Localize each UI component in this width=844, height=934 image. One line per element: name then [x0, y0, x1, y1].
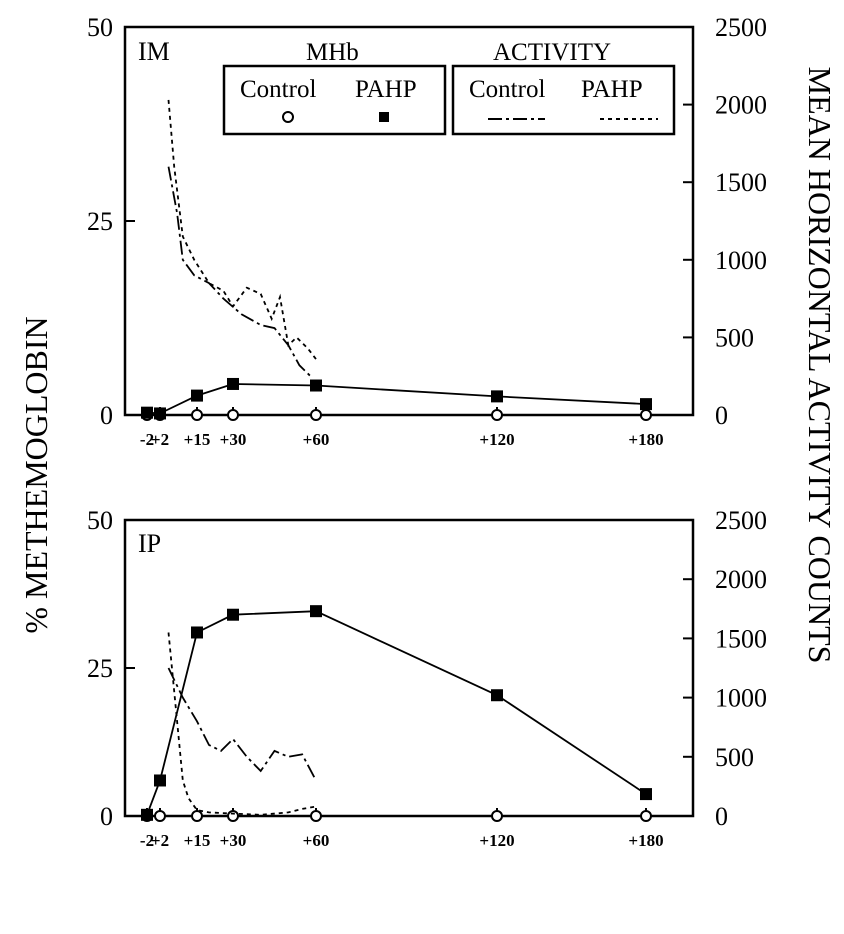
x-tick-label: +180	[628, 430, 663, 449]
x-tick-label: +60	[303, 430, 330, 449]
panel-label-ip: IP	[138, 529, 161, 558]
y-right-tick-label: 2000	[715, 91, 767, 120]
pahp-mhb-point	[227, 608, 239, 621]
y-left-tick-label: 50	[87, 506, 113, 535]
pahp-mhb-point	[491, 390, 503, 403]
control-mhb-point	[491, 409, 503, 421]
y-left-tick-label: 0	[100, 802, 113, 831]
x-tick-label: +120	[479, 831, 514, 850]
y-left-tick-label: 25	[87, 654, 113, 683]
pahp-mhb-point	[154, 407, 166, 420]
y-right-tick-label: 500	[715, 743, 754, 772]
control-mhb-point	[227, 409, 239, 421]
control-mhb-point	[640, 810, 652, 822]
pahp-mhb-point	[191, 626, 203, 639]
x-tick-label: +120	[479, 430, 514, 449]
y-right-tick-label: 0	[715, 401, 728, 430]
pahp-mhb-point	[310, 379, 322, 392]
control-mhb-point	[310, 409, 322, 421]
pahp-mhb-point	[191, 389, 203, 402]
x-tick-label: +15	[184, 831, 211, 850]
x-tick-label: +30	[220, 430, 247, 449]
y-left-tick-label: 50	[87, 13, 113, 42]
y-right-tick-label: 1500	[715, 624, 767, 653]
y-right-axis-title: MEAN HORIZONTAL ACTIVITY COUNTS	[802, 67, 838, 664]
y-right-tick-label: 1000	[715, 684, 767, 713]
y-right-tick-label: 500	[715, 323, 754, 352]
pahp-mhb-point	[154, 774, 166, 787]
y-left-axis-title: % METHEMOGLOBIN	[18, 316, 54, 633]
activity-control-line	[167, 667, 317, 781]
legend-act-control-label: Control	[469, 76, 545, 103]
panel-frame-ip	[123, 518, 695, 818]
activity-pahp-line	[167, 632, 317, 816]
x-tick-label: +60	[303, 831, 330, 850]
control-mhb-point	[491, 810, 503, 822]
pahp-mhb-point	[141, 406, 153, 419]
activity-control-line	[167, 166, 312, 377]
pahp-mhb-point	[640, 788, 652, 801]
legend-filled-square-marker	[379, 112, 389, 122]
y-right-tick-label: 1000	[715, 246, 767, 275]
legend-box-activity	[451, 64, 676, 136]
legend: MHb ACTIVITY Control PAHP Control PAHP	[222, 39, 676, 136]
pahp-mhb-point	[310, 605, 322, 618]
control-mhb-point	[640, 409, 652, 421]
mhb-pahp-line	[146, 383, 647, 415]
control-mhb-point	[154, 810, 166, 822]
y-right-tick-label: 0	[715, 802, 728, 831]
control-mhb-point	[191, 409, 203, 421]
y-right-tick-label: 2500	[715, 13, 767, 42]
y-left-tick-label: 25	[87, 207, 113, 236]
x-tick-label: +2	[151, 831, 169, 850]
legend-open-circle-marker	[282, 111, 294, 123]
x-tick-label: +2	[151, 430, 169, 449]
legend-title-activity: ACTIVITY	[493, 39, 611, 66]
legend-title-mhb: MHb	[306, 39, 359, 66]
x-tick-label: -2	[140, 430, 154, 449]
pahp-mhb-point	[141, 808, 153, 821]
legend-mhb-control-label: Control	[240, 76, 316, 103]
panel-label-im: IM	[138, 37, 170, 66]
y-right-tick-label: 2000	[715, 565, 767, 594]
y-right-tick-label: 1500	[715, 168, 767, 197]
activity-pahp-line	[167, 99, 317, 360]
y-left-tick-label: 0	[100, 401, 113, 430]
legend-box-mhb	[222, 64, 447, 136]
x-tick-label: +15	[184, 430, 211, 449]
mhb-pahp-line	[146, 610, 647, 816]
pahp-mhb-point	[491, 689, 503, 702]
x-tick-label: +180	[628, 831, 663, 850]
control-mhb-point	[227, 810, 239, 822]
legend-act-pahp-label: PAHP	[581, 76, 643, 103]
x-tick-label: -2	[140, 831, 154, 850]
pahp-mhb-point	[640, 398, 652, 411]
legend-mhb-pahp-label: PAHP	[355, 76, 417, 103]
x-tick-label: +30	[220, 831, 247, 850]
y-right-tick-label: 2500	[715, 506, 767, 535]
pahp-mhb-point	[227, 377, 239, 390]
control-mhb-point	[191, 810, 203, 822]
control-mhb-point	[310, 810, 322, 822]
